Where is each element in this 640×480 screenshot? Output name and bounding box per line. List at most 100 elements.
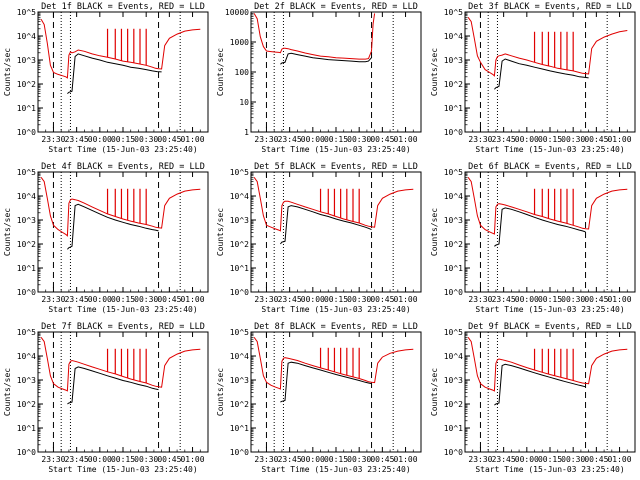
x-tick-label: 00:45	[157, 295, 181, 304]
x-tick-label: 23:30	[468, 455, 492, 464]
y-tick-label: 10^4	[444, 352, 463, 361]
y-tick-label: 10^0	[444, 448, 463, 457]
x-tick-label: 00:30	[347, 135, 371, 144]
x-tick-label: 23:45	[65, 295, 89, 304]
series-line-events	[67, 53, 162, 94]
chart-title: Det 6f BLACK = Events, RED = LLD	[468, 162, 632, 172]
series-line-lld	[40, 18, 201, 79]
x-tick-label: 23:30	[468, 135, 492, 144]
y-axis-label: Counts/sec	[216, 48, 225, 96]
x-tick-label: 00:30	[134, 455, 158, 464]
x-tick-label: 23:30	[41, 455, 65, 464]
y-tick-label: 10^1	[17, 104, 36, 113]
y-tick-label: 10^5	[17, 168, 36, 177]
chart-title: Det 2f BLACK = Events, RED = LLD	[254, 2, 418, 12]
series-line-events	[494, 58, 589, 90]
x-tick-label: 00:15	[111, 455, 135, 464]
x-tick-label: 23:30	[468, 295, 492, 304]
x-axis-label: Start Time (15-Jun-03 23:25:40)	[261, 305, 410, 314]
x-axis-label: Start Time (15-Jun-03 23:25:40)	[48, 465, 197, 474]
x-tick-label: 23:45	[278, 135, 302, 144]
series-line-lld	[40, 337, 201, 392]
y-tick-label: 10^2	[17, 240, 36, 249]
series-line-events	[67, 366, 159, 405]
y-tick-label: 10^4	[230, 352, 249, 361]
x-tick-label: 00:45	[370, 135, 394, 144]
y-tick-label: 10^2	[17, 80, 36, 89]
x-tick-label: 00:00	[88, 295, 112, 304]
y-tick-label: 10^1	[444, 424, 463, 433]
y-axis-label: Counts/sec	[3, 208, 12, 256]
x-tick-label: 00:15	[538, 135, 562, 144]
y-tick-label: 10^1	[230, 264, 249, 273]
y-tick-label: 10^1	[17, 264, 36, 273]
x-tick-label: 23:45	[278, 295, 302, 304]
x-axis-label: Start Time (15-Jun-03 23:25:40)	[261, 145, 410, 154]
y-tick-label: 10^3	[17, 56, 36, 65]
x-tick-label: 00:00	[88, 135, 112, 144]
x-tick-label: 01:00	[180, 295, 204, 304]
y-tick-label: 10^0	[444, 128, 463, 137]
chart-panel-3: Det 3f BLACK = Events, RED = LLD 10^0 10^1…	[430, 2, 636, 154]
x-tick-label: 00:45	[370, 455, 394, 464]
chart-title: Det 8f BLACK = Events, RED = LLD	[254, 322, 418, 332]
chart-title: Det 1f BLACK = Events, RED = LLD	[41, 2, 205, 12]
y-tick-label: 1000	[230, 38, 249, 47]
series-line-events	[280, 361, 372, 403]
plot-frame	[37, 11, 209, 133]
series-line-lld	[253, 13, 376, 60]
y-tick-label: 10^3	[230, 216, 249, 225]
x-tick-label: 23:45	[278, 455, 302, 464]
y-tick-label: 10^2	[444, 400, 463, 409]
x-tick-label: 00:15	[324, 295, 348, 304]
x-axis-label: Start Time (15-Jun-03 23:25:40)	[48, 305, 197, 314]
x-tick-label: 23:30	[254, 295, 278, 304]
x-tick-label: 01:00	[607, 135, 631, 144]
x-tick-label: 01:00	[607, 295, 631, 304]
plot-frame	[250, 11, 422, 133]
x-tick-label: 00:45	[157, 135, 181, 144]
x-tick-label: 23:30	[41, 135, 65, 144]
x-tick-label: 00:15	[111, 135, 135, 144]
y-tick-label: 10^5	[230, 328, 249, 337]
y-tick-label: 10^0	[230, 288, 249, 297]
plot-frame	[250, 331, 422, 453]
x-tick-label: 00:00	[301, 135, 325, 144]
x-tick-label: 00:00	[301, 455, 325, 464]
y-tick-label: 10^4	[17, 192, 36, 201]
chart-panel-5: Det 5f BLACK = Events, RED = LLD 10^0 10^1…	[216, 162, 422, 314]
y-tick-label: 10^3	[17, 376, 36, 385]
plot-frame	[250, 171, 422, 293]
x-tick-label: 23:45	[492, 135, 516, 144]
y-tick-label: 10^2	[444, 240, 463, 249]
chart-title: Det 3f BLACK = Events, RED = LLD	[468, 2, 632, 12]
y-tick-label: 10	[239, 98, 249, 107]
y-tick-label: 10^3	[230, 376, 249, 385]
x-tick-label: 00:45	[370, 295, 394, 304]
x-tick-label: 00:30	[561, 455, 585, 464]
chart-panel-2: Det 2f BLACK = Events, RED = LLD 1 10 100 10…	[216, 2, 422, 154]
x-tick-label: 00:00	[515, 135, 539, 144]
y-tick-label: 10^2	[230, 400, 249, 409]
series-line-lld	[253, 177, 414, 232]
series-line-events	[280, 52, 372, 65]
x-tick-label: 00:00	[88, 455, 112, 464]
x-tick-label: 23:45	[492, 455, 516, 464]
y-tick-label: 10^3	[17, 216, 36, 225]
y-tick-label: 10^1	[444, 264, 463, 273]
y-axis-label: Counts/sec	[3, 48, 12, 96]
y-tick-label: 10^5	[444, 328, 463, 337]
y-tick-label: 10^5	[444, 8, 463, 17]
x-tick-label: 00:30	[347, 455, 371, 464]
series-line-events	[494, 207, 586, 247]
y-tick-label: 100	[235, 68, 250, 77]
y-tick-label: 10^4	[444, 192, 463, 201]
series-line-lld	[467, 177, 628, 235]
x-axis-label: Start Time (15-Jun-03 23:25:40)	[475, 465, 624, 474]
x-tick-label: 00:15	[324, 455, 348, 464]
y-tick-label: 10^0	[17, 448, 36, 457]
chart-panel-9: Det 9f BLACK = Events, RED = LLD 10^0 10^1…	[430, 322, 636, 474]
x-tick-label: 00:45	[584, 135, 608, 144]
x-tick-label: 00:30	[134, 135, 158, 144]
